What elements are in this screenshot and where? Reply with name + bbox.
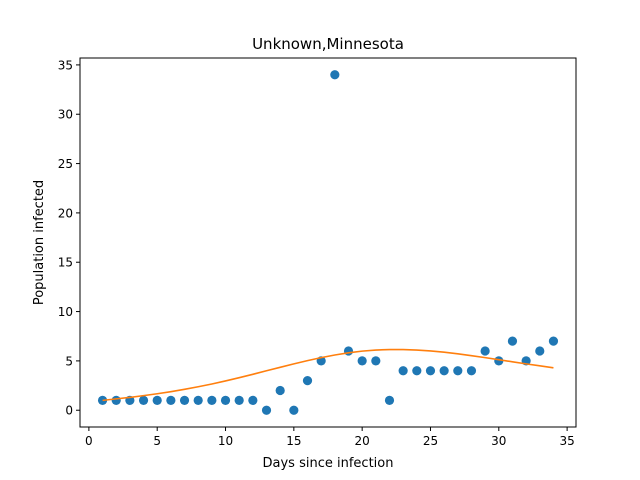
data-point-day-14 xyxy=(275,385,285,396)
data-point-day-15 xyxy=(289,405,299,415)
data-point-day-28 xyxy=(466,366,477,376)
x-tick-label: 20 xyxy=(355,434,370,448)
chart-title: Unknown,Minnesota xyxy=(252,35,404,53)
data-point-day-22 xyxy=(384,395,395,405)
data-point-day-18 xyxy=(330,70,340,80)
x-tick-label: 5 xyxy=(153,434,161,448)
axes-layer: 0 5 10 15 20 25 30 35 0 5 10 15 20 25 30 35 xyxy=(58,57,577,448)
data-point-day-29 xyxy=(480,346,490,356)
data-point-day-13 xyxy=(261,405,272,415)
y-axis-label: Population infected xyxy=(32,180,47,305)
data-point-day-33 xyxy=(535,346,545,356)
data-point-day-21 xyxy=(371,356,381,366)
data-point-day-9 xyxy=(207,395,217,405)
x-tick-label: 10 xyxy=(218,434,233,448)
data-point-day-8 xyxy=(193,395,203,405)
data-point-day-34 xyxy=(548,336,559,346)
data-point-day-7 xyxy=(179,395,190,405)
plot-area xyxy=(80,58,576,427)
data-point-day-10 xyxy=(220,395,231,405)
y-tick-label: 15 xyxy=(58,256,73,270)
data-point-day-23 xyxy=(398,366,408,376)
axes-frame xyxy=(79,57,577,428)
data-point-day-4 xyxy=(138,395,149,405)
data-point-day-2 xyxy=(111,395,121,405)
y-tick-label: 10 xyxy=(58,305,73,319)
data-point-day-5 xyxy=(152,395,162,405)
x-tick-label: 0 xyxy=(85,434,93,448)
data-point-day-31 xyxy=(507,336,518,346)
data-point-day-11 xyxy=(234,395,244,405)
data-point-day-16 xyxy=(302,376,313,386)
data-point-day-24 xyxy=(412,366,422,376)
y-tick-label: 5 xyxy=(65,354,73,368)
data-point-day-25 xyxy=(425,366,436,376)
y-tick-label: 35 xyxy=(58,58,73,72)
data-point-day-27 xyxy=(453,366,463,376)
data-point-day-26 xyxy=(439,366,449,376)
x-tick-label: 35 xyxy=(559,434,574,448)
x-tick-label: 30 xyxy=(491,434,506,448)
data-point-day-12 xyxy=(248,395,258,405)
x-tick-label: 25 xyxy=(423,434,438,448)
y-tick-label: 30 xyxy=(58,108,73,122)
x-axis-label: Days since infection xyxy=(263,456,394,471)
fit-curve-line xyxy=(102,348,554,402)
data-point-day-6 xyxy=(166,395,176,405)
data-point-day-19 xyxy=(343,346,354,356)
y-tick-label: 0 xyxy=(65,404,73,418)
data-point-day-20 xyxy=(357,356,367,366)
marks-layer xyxy=(97,70,559,415)
x-tick-label: 15 xyxy=(286,434,301,448)
y-tick-label: 20 xyxy=(58,206,73,220)
y-tick-label: 25 xyxy=(58,157,73,171)
